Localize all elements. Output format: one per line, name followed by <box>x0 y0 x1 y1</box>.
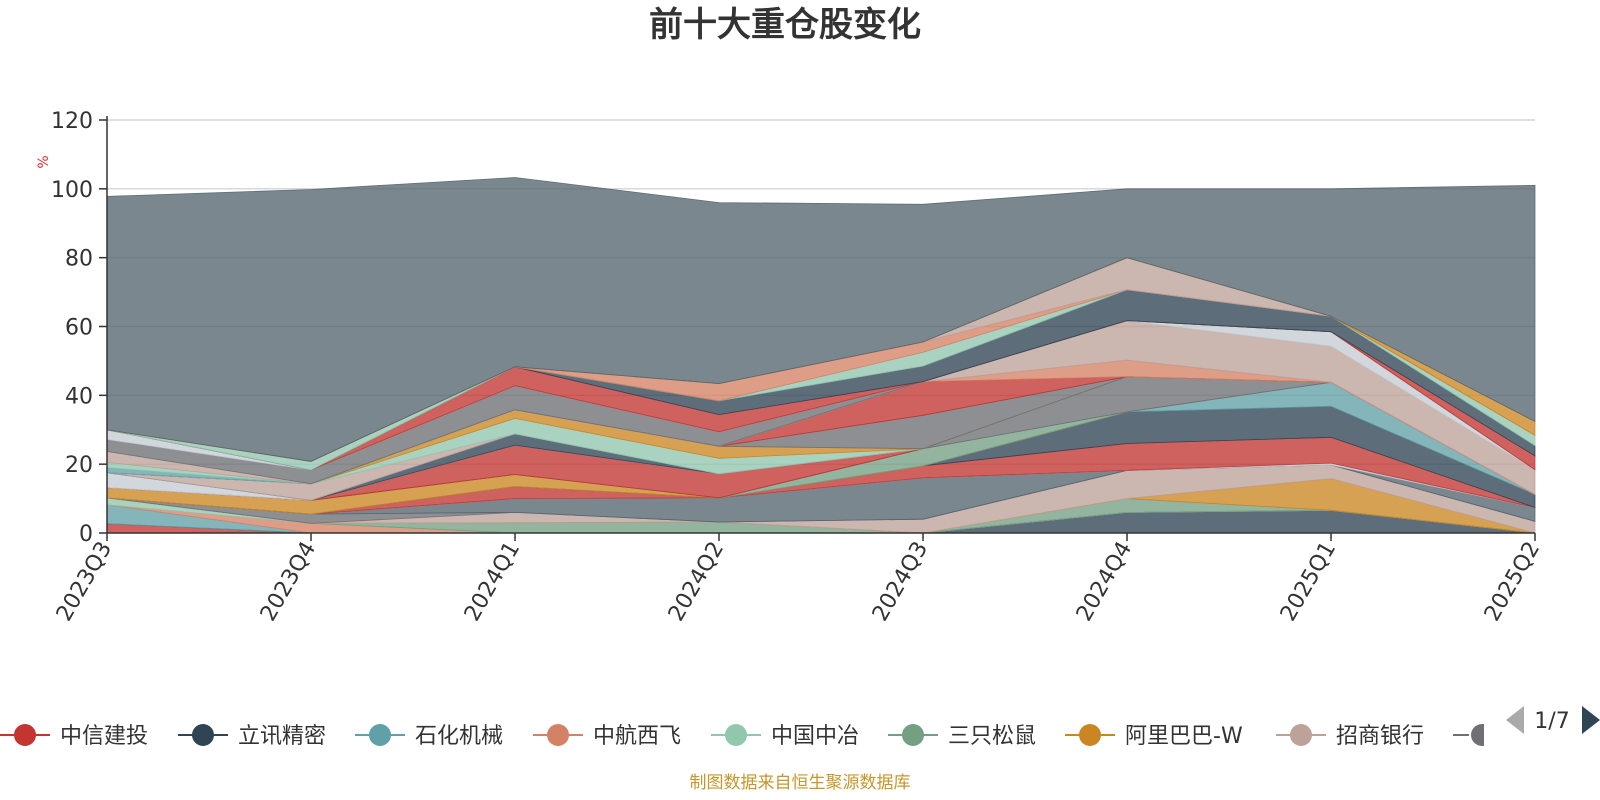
legend-label: 中航西飞 <box>593 724 681 749</box>
legend-label: 石化机械 <box>415 724 503 749</box>
y-tick-label: 0 <box>79 522 93 547</box>
legend-marker <box>547 724 569 746</box>
x-tick-label: 2024Q2 <box>664 538 729 626</box>
x-tick-label: 2024Q4 <box>1072 538 1137 626</box>
x-tick-label: 2023Q3 <box>52 538 117 626</box>
y-tick-label: 40 <box>65 384 93 409</box>
y-tick-label: 120 <box>51 109 93 134</box>
legend-label: 三只松鼠 <box>948 724 1036 749</box>
legend-label: 中国中冶 <box>771 724 859 749</box>
chart-title: 前十大重仓股变化 <box>649 5 921 45</box>
legend-marker <box>902 724 924 746</box>
legend[interactable]: 中信建投 立讯精密 石化机械 中航西飞 中国中冶 三只松鼠 阿里巴巴-W 招商银行 <box>0 724 1484 749</box>
source-note: 制图数据来自恒生聚源数据库 <box>690 773 911 793</box>
legend-next-icon[interactable] <box>1582 706 1600 734</box>
x-tick-label: 2025Q1 <box>1276 538 1341 626</box>
legend-marker <box>725 724 747 746</box>
legend-marker <box>14 724 36 746</box>
x-tick-label: 2025Q2 <box>1480 538 1545 626</box>
series-area-39 <box>106 177 1536 462</box>
legend-marker <box>1471 724 1484 746</box>
legend-label: 中信建投 <box>60 724 148 749</box>
y-tick-label: 20 <box>65 453 93 478</box>
y-tick-label: 60 <box>65 316 93 341</box>
legend-item[interactable]: 三只松鼠 <box>888 724 1036 749</box>
legend-prev-icon[interactable] <box>1506 706 1524 734</box>
legend-item[interactable]: 中信建投 <box>0 724 148 749</box>
legend-item-truncated[interactable] <box>1453 724 1484 746</box>
y-axis-unit: % <box>36 155 52 168</box>
legend-label: 立讯精密 <box>238 724 326 749</box>
legend-item[interactable]: 招商银行 <box>1276 724 1424 749</box>
x-tick-label: 2023Q4 <box>256 538 321 626</box>
legend-marker <box>1079 724 1101 746</box>
legend-label: 阿里巴巴-W <box>1125 724 1243 749</box>
legend-pager[interactable]: 1/7 <box>1506 706 1600 734</box>
x-tick-label: 2024Q3 <box>868 538 933 626</box>
legend-marker <box>369 724 391 746</box>
y-tick-label: 100 <box>51 178 93 203</box>
legend-page-indicator: 1/7 <box>1534 709 1569 734</box>
x-tick-label: 2024Q1 <box>460 538 525 626</box>
legend-marker <box>192 724 214 746</box>
legend-item[interactable]: 立讯精密 <box>178 724 326 749</box>
legend-item[interactable]: 阿里巴巴-W <box>1065 724 1243 749</box>
series-areas <box>106 177 1536 534</box>
legend-label: 招商银行 <box>1336 724 1424 749</box>
legend-item[interactable]: 中航西飞 <box>533 724 681 749</box>
y-tick-label: 80 <box>65 247 93 272</box>
legend-marker <box>1290 724 1312 746</box>
legend-item[interactable]: 石化机械 <box>355 724 503 749</box>
legend-item[interactable]: 中国中冶 <box>711 724 859 749</box>
